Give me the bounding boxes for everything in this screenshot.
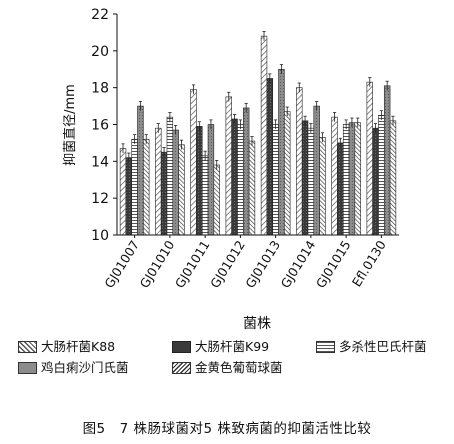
bar-Efl.0130-4 [389,120,397,236]
y-axis-label: 抑菌直径/mm [63,84,78,166]
legend-label: 金黄色葡萄球菌 [195,360,283,375]
x-tick-label: Efl.0130 [349,238,389,290]
bar-GJ01011-3 [207,124,215,236]
legend-label: 鸡白痢沙门氏菌 [41,360,129,375]
legend-item: 鸡白痢沙门氏菌 [18,360,129,375]
legend-item: 大肠杆菌K99 [172,339,270,354]
legend-label: 大肠杆菌K99 [195,339,270,354]
bar-GJ01012-2 [237,124,244,236]
legend-item: 多杀性巴氏杆菌 [316,339,427,354]
bar-GJ01012-0 [225,96,232,236]
bar-GJ01010-3 [172,129,179,236]
bar-GJ01010-1 [160,151,168,236]
bar-GJ01015-2 [342,124,350,236]
y-tick-label: 22 [91,7,109,23]
bar-GJ01012-4 [248,140,256,236]
legend-label: 大肠杆菌K88 [41,339,116,354]
error-bars-layer [121,31,395,170]
bar-GJ01007-4 [143,138,150,236]
bar-GJ01013-3 [278,68,285,236]
legend-swatch [18,362,37,375]
x-axis-label: 菌株 [243,316,271,332]
bar-GJ01014-1 [301,120,309,236]
bars-layer [119,35,397,236]
bar-GJ01013-2 [272,124,279,236]
legend-swatch [316,341,335,354]
y-tick-label: 14 [91,154,109,170]
y-tick-label: 10 [91,228,109,244]
bar-GJ01007-0 [119,148,127,236]
bar-GJ01011-1 [196,126,203,236]
bar-GJ01013-4 [284,111,291,236]
y-tick-label: 16 [91,118,109,134]
bar-GJ01014-2 [307,127,315,236]
legend-swatch [172,341,191,354]
bar-GJ01013-1 [266,78,274,236]
y-tick-label: 18 [91,81,109,97]
bar-GJ01014-3 [313,105,320,236]
bar-Efl.0130-0 [366,81,373,236]
legend-item: 大肠杆菌K88 [18,339,116,354]
y-tick-label: 12 [91,191,109,207]
bar-GJ01010-0 [155,127,162,236]
x-tick-label: GJ01015 [313,238,354,291]
bar-GJ01015-1 [337,142,344,236]
legend-swatch [172,362,191,375]
bar-Efl.0130-2 [378,114,385,236]
bar-GJ01014-0 [296,87,303,236]
bar-GJ01012-3 [242,107,250,236]
legend-label: 多杀性巴氏杆菌 [339,339,427,354]
y-tick-label: 20 [91,44,109,60]
legend-swatch [18,341,37,354]
bar-GJ01010-2 [166,116,174,236]
bar-Efl.0130-3 [383,85,391,236]
bar-GJ01015-4 [354,122,361,236]
bar-GJ01012-1 [231,118,238,236]
figure-caption: 图5 7 株肠球菌对5 株致病菌的抑菌活性比较 [82,421,372,437]
legend-item: 金黄色葡萄球菌 [172,360,283,375]
bar-GJ01010-4 [178,144,185,236]
bar-GJ01011-2 [201,155,209,236]
bar-GJ01014-4 [319,137,326,236]
bar-GJ01007-2 [131,138,138,236]
bar-GJ01011-0 [190,89,197,236]
bar-GJ01007-1 [125,157,133,236]
bar-GJ01015-3 [348,122,356,236]
bar-Efl.0130-1 [372,127,379,236]
bar-GJ01013-0 [260,35,268,236]
bar-GJ01011-4 [213,164,220,236]
bar-GJ01007-3 [137,105,144,236]
bar-GJ01015-0 [331,116,338,236]
